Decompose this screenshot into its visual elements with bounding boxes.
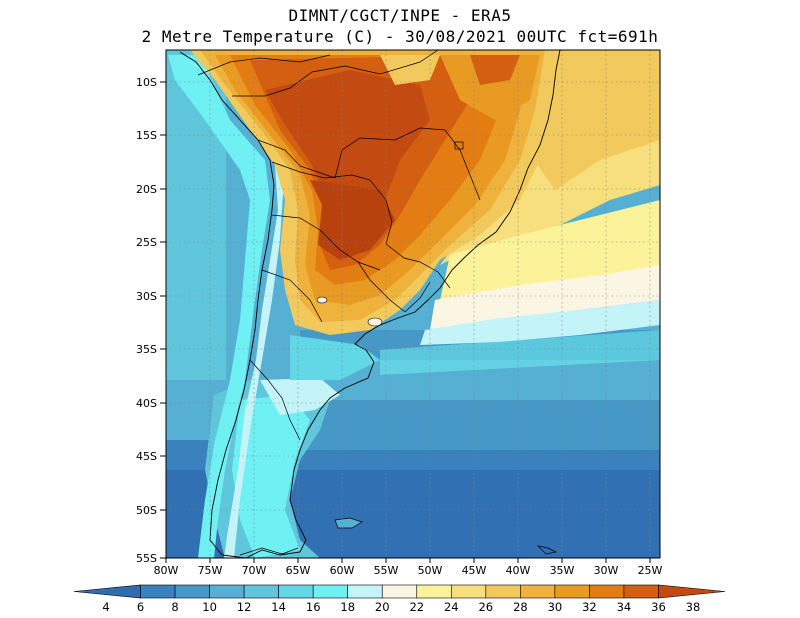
lon-label-40w: 40W [506,564,531,577]
lon-label-45w: 45W [462,564,487,577]
lat-label-10s: 10S [136,76,157,89]
colorbar-swatch [243,584,279,599]
lon-label-75w: 75W [198,564,223,577]
colorbar-swatch [485,584,521,599]
colorbar-swatch [312,584,349,599]
colorbar-label: 18 [340,600,355,614]
lon-label-50w: 50W [418,564,443,577]
lat-label-15s: 15S [136,129,157,142]
colorbar-swatch [209,584,245,599]
colorbar [73,584,726,599]
lat-label-20s: 20S [136,183,157,196]
colorbar-label: 36 [651,600,666,614]
lon-label-70w: 70W [242,564,267,577]
colorbar-label: 4 [102,600,109,614]
colorbar-label: 12 [237,600,252,614]
colorbar-label: 20 [375,600,390,614]
lat-label-55s: 55S [136,552,157,565]
lat-label-50s: 50S [136,504,157,517]
colorbar-swatch [589,584,625,599]
colorbar-label: 32 [582,600,597,614]
colorbar-label: 30 [548,600,563,614]
country-borders [197,50,481,441]
lon-label-65w: 65W [286,564,311,577]
map-frame [165,49,661,559]
colorbar-swatch [174,584,210,599]
colorbar-swatch [73,584,141,599]
lon-label-80w: 80W [154,564,179,577]
lat-label-35s: 35S [136,343,157,356]
lat-label-40s: 40S [136,397,157,410]
colorbar-label: 10 [202,600,217,614]
colorbar-swatch [520,584,556,599]
colorbar-label: 22 [409,600,424,614]
colorbar-label: 38 [686,600,701,614]
colorbar-swatch [140,584,176,599]
colorbar-swatch [658,584,726,599]
colorbar-label: 24 [444,600,459,614]
colorbar-swatch [554,584,590,599]
colorbar-label: 26 [478,600,493,614]
map-title-line-1: DIMNT/CGCT/INPE - ERA5 [288,6,512,25]
colorbar-swatch [623,584,659,599]
lat-label-45s: 45S [136,450,157,463]
colorbar-swatch [416,584,452,599]
colorbar-labels: 4 6 8 10 12 14 16 18 20 22 24 26 28 30 3… [102,600,700,614]
map-title-line-2: 2 Metre Temperature (C) - 30/08/2021 00U… [141,27,659,46]
colorbar-swatch [347,584,383,599]
colorbar-label: 16 [306,600,321,614]
colorbar-swatch [450,584,487,599]
lat-label-25s: 25S [136,236,157,249]
colorbar-label: 14 [271,600,286,614]
lat-label-30s: 30S [136,290,157,303]
colorbar-label: 28 [513,600,528,614]
lon-label-55w: 55W [374,564,399,577]
lon-label-25w: 25W [638,564,663,577]
colorbar-label: 8 [171,600,178,614]
lon-label-35w: 35W [550,564,575,577]
grid-lines [166,50,660,558]
lon-label-60w: 60W [330,564,355,577]
colorbar-label: 34 [617,600,632,614]
lon-label-30w: 30W [594,564,619,577]
temperature-field [166,50,660,558]
colorbar-swatch [381,584,418,599]
colorbar-label: 6 [137,600,144,614]
colorbar-swatch [278,584,314,599]
